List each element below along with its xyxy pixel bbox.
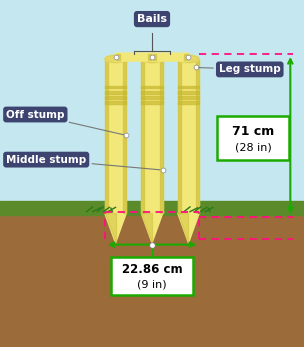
Bar [184, 54, 188, 60]
FancyBboxPatch shape [111, 257, 193, 295]
Bar [141, 86, 163, 88]
Bar [105, 59, 126, 213]
Polygon shape [141, 213, 163, 243]
Text: Bails: Bails [137, 14, 167, 24]
Bar [105, 91, 126, 94]
Bar [153, 54, 156, 60]
Bar [141, 101, 163, 104]
Bar [105, 96, 126, 99]
FancyBboxPatch shape [115, 53, 152, 61]
Text: 71 cm: 71 cm [232, 126, 274, 138]
Polygon shape [178, 213, 199, 243]
Bar [178, 91, 199, 94]
Bar [178, 96, 199, 99]
Text: 22.86 cm: 22.86 cm [122, 263, 182, 276]
Bar [160, 59, 163, 213]
Text: (9 in): (9 in) [137, 280, 167, 289]
Text: (28 in): (28 in) [235, 143, 271, 153]
Bar [105, 86, 126, 88]
Bar [178, 101, 199, 104]
Ellipse shape [178, 55, 199, 63]
Bar [178, 86, 199, 88]
Ellipse shape [141, 55, 163, 63]
Polygon shape [178, 213, 188, 243]
Bar [141, 59, 144, 213]
Bar [148, 54, 151, 60]
Bar [178, 59, 199, 213]
Bar [105, 59, 108, 213]
Polygon shape [141, 213, 152, 243]
Polygon shape [105, 213, 126, 243]
Bar [141, 96, 163, 99]
FancyBboxPatch shape [217, 116, 289, 160]
FancyBboxPatch shape [152, 53, 188, 61]
Ellipse shape [141, 55, 163, 63]
Bar [141, 59, 163, 213]
Bar [116, 54, 120, 60]
Bar [141, 91, 163, 94]
Text: Leg stump: Leg stump [199, 65, 281, 74]
Text: Middle stump: Middle stump [6, 155, 160, 170]
Bar [105, 101, 126, 104]
Bar [0, 212, 304, 347]
Bar [0, 0, 304, 215]
Text: Off stump: Off stump [6, 110, 123, 135]
Ellipse shape [105, 55, 126, 63]
Ellipse shape [178, 55, 199, 63]
Bar [196, 59, 199, 213]
Bar [123, 59, 126, 213]
Ellipse shape [105, 55, 126, 63]
Bar [178, 59, 181, 213]
Bar [0, 201, 304, 215]
Polygon shape [105, 213, 116, 243]
